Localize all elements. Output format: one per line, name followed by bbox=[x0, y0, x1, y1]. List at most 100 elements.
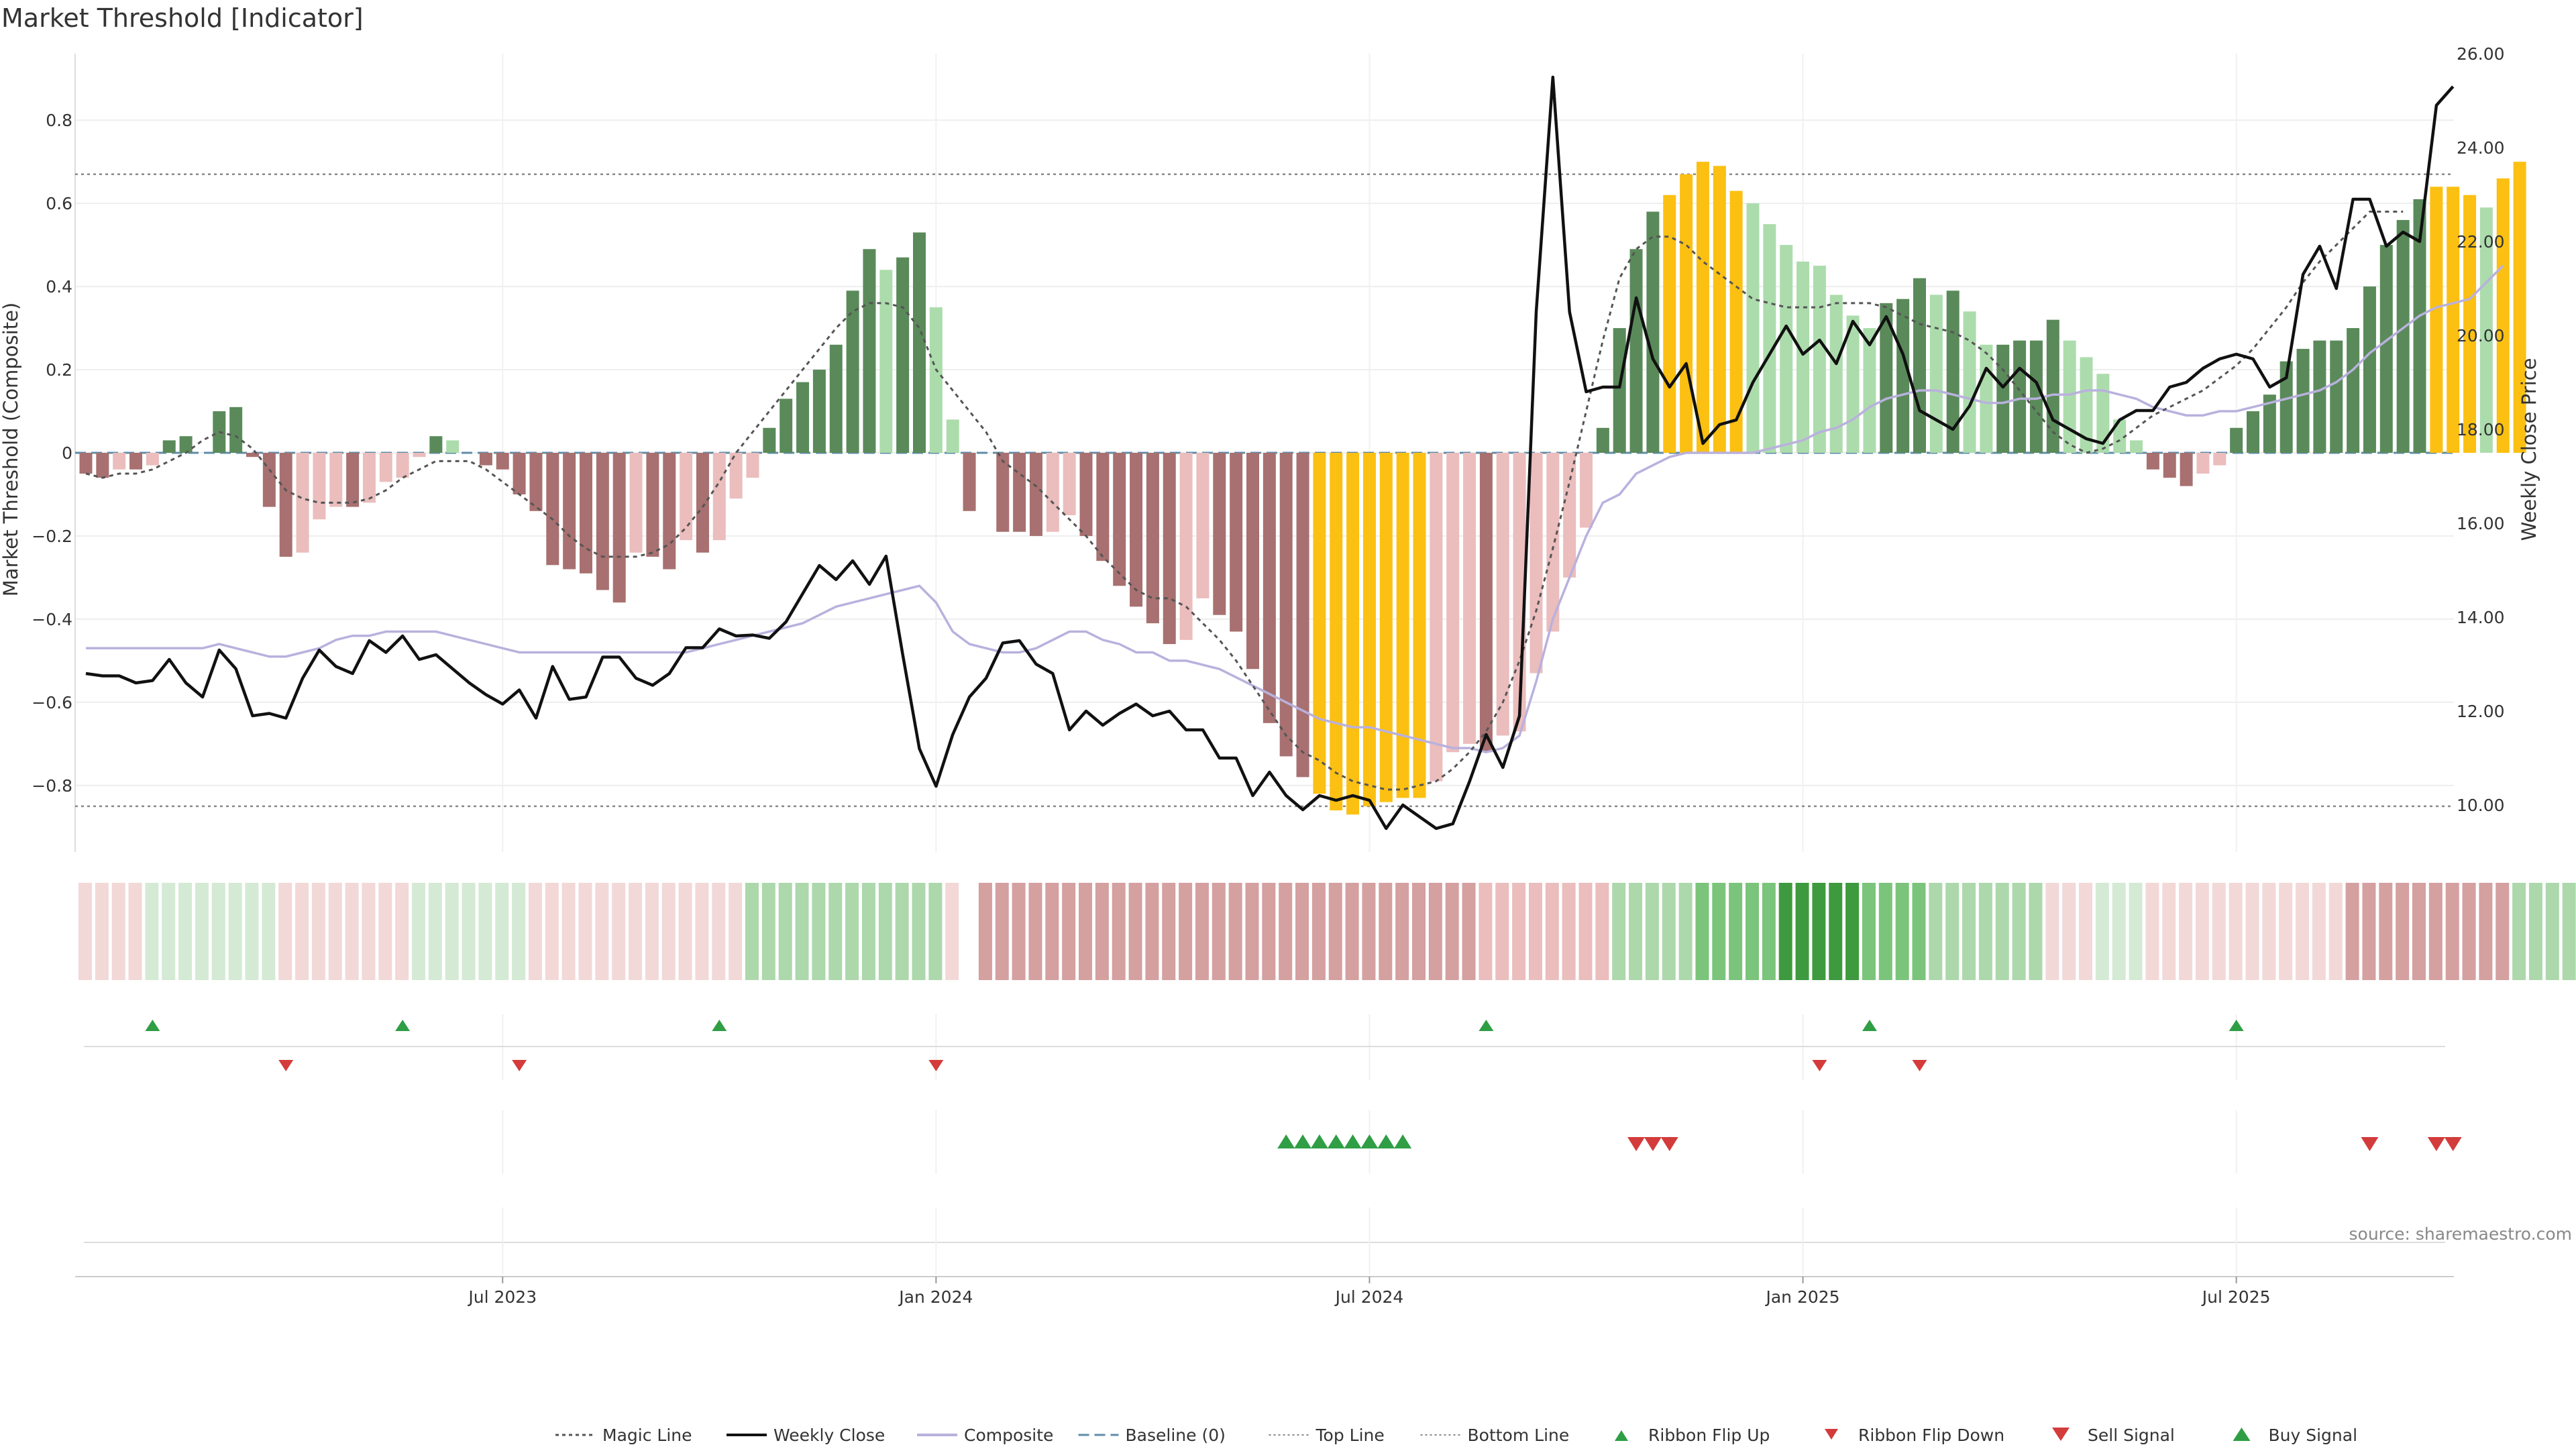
trend-ribbon bbox=[78, 883, 2576, 980]
buy-signal-marker bbox=[1377, 1134, 1395, 1148]
ribbon-cell bbox=[861, 883, 875, 980]
composite-bar bbox=[563, 453, 576, 570]
legend-item: Ribbon Flip Up bbox=[1615, 1426, 1770, 1445]
x-tick-label: Jan 2025 bbox=[1764, 1287, 1839, 1307]
composite-bar bbox=[1829, 294, 1843, 453]
ribbon-cell bbox=[578, 883, 592, 980]
right-tick-label: 18.00 bbox=[2457, 420, 2505, 439]
sell-signal-marker bbox=[1644, 1137, 1662, 1151]
sell-signal-marker bbox=[1660, 1137, 1678, 1151]
ribbon-cell bbox=[1479, 883, 1493, 980]
composite-bar bbox=[513, 453, 526, 494]
ribbon-cell bbox=[1095, 883, 1109, 980]
ribbon-cell bbox=[1962, 883, 1976, 980]
composite-bar bbox=[1396, 453, 1409, 798]
left-tick-label: 0.2 bbox=[46, 360, 72, 380]
right-tick-label: 24.00 bbox=[2457, 138, 2505, 158]
ribbon-cell bbox=[2512, 883, 2526, 980]
ribbon-cell bbox=[1562, 883, 1576, 980]
composite-bar bbox=[2096, 374, 2110, 453]
composite-bar bbox=[1146, 453, 1159, 624]
legend-label: Ribbon Flip Down bbox=[1858, 1426, 2004, 1445]
ribbon-cell bbox=[1512, 883, 1526, 980]
composite-bar bbox=[1496, 453, 1509, 736]
composite-bar bbox=[2063, 340, 2076, 453]
buy-signal-marker bbox=[1360, 1134, 1379, 1148]
composite-bar bbox=[1063, 453, 1076, 515]
chart-title: Market Threshold [Indicator] bbox=[1, 3, 364, 33]
composite-bar bbox=[2113, 419, 2127, 453]
legend: Magic Line Weekly Close Composite Baseline … bbox=[555, 1426, 2357, 1445]
composite-bar bbox=[546, 453, 559, 566]
ribbon-cell bbox=[2129, 883, 2143, 980]
composite-bar bbox=[379, 453, 392, 482]
sell-signal-marker bbox=[2427, 1137, 2445, 1151]
ribbon-cell bbox=[995, 883, 1009, 980]
ribbon-cell bbox=[1412, 883, 1426, 980]
legend-swatch-flip-up bbox=[1615, 1430, 1628, 1441]
composite-bar bbox=[1929, 294, 1943, 453]
ribbon-cell bbox=[761, 883, 775, 980]
composite-bar bbox=[863, 249, 876, 453]
composite-bar bbox=[1580, 453, 1593, 528]
ribbon-cell bbox=[162, 883, 176, 980]
ribbon-cell bbox=[311, 883, 325, 980]
legend-label: Baseline (0) bbox=[1126, 1426, 1226, 1445]
ribbon-flip-up-marker bbox=[395, 1020, 411, 1031]
composite-bar bbox=[79, 453, 93, 474]
x-tick-label: Jul 2023 bbox=[467, 1287, 537, 1307]
ribbon-cell bbox=[712, 883, 726, 980]
sell-signal-marker bbox=[2361, 1137, 2379, 1151]
legend-label: Sell Signal bbox=[2088, 1426, 2175, 1445]
ribbon-cell bbox=[1978, 883, 1992, 980]
composite-bar bbox=[113, 453, 126, 470]
composite-bar bbox=[680, 453, 693, 541]
composite-bar bbox=[362, 453, 376, 503]
composite-bar bbox=[580, 453, 592, 574]
composite-bar bbox=[829, 344, 843, 453]
ribbon-flip-down-marker bbox=[1812, 1060, 1827, 1071]
composite-bars bbox=[79, 162, 2526, 815]
composite-bar bbox=[729, 453, 743, 499]
x-tick-label: Jul 2024 bbox=[1334, 1287, 1404, 1307]
composite-bar bbox=[1980, 344, 1993, 453]
ribbon-cell bbox=[1895, 883, 1909, 980]
ribbon-cell bbox=[2195, 883, 2209, 980]
ribbon-cell bbox=[1645, 883, 1659, 980]
ribbon-cell bbox=[528, 883, 542, 980]
buy-signal-marker bbox=[1344, 1134, 1362, 1148]
composite-bar bbox=[496, 453, 509, 470]
composite-bar bbox=[946, 419, 959, 453]
ribbon-cell bbox=[1428, 883, 1442, 980]
ribbon-flip-down-marker bbox=[928, 1060, 944, 1071]
buy-signal-marker bbox=[1394, 1134, 1412, 1148]
composite-bar bbox=[2046, 319, 2059, 453]
ribbon-cell bbox=[1862, 883, 1876, 980]
ribbon-cell bbox=[512, 883, 526, 980]
legend-item: Baseline (0) bbox=[1078, 1426, 1226, 1445]
left-y-ticks: 0.8 0.6 0.4 0.2 0 −0.2 −0.4 −0.6 −0.8 bbox=[32, 111, 72, 796]
ribbon-cell bbox=[978, 883, 992, 980]
ribbon-cell bbox=[328, 883, 342, 980]
composite-bar bbox=[1246, 453, 1259, 669]
left-tick-label: −0.4 bbox=[32, 610, 72, 629]
composite-bar bbox=[796, 382, 810, 453]
ribbon-cell bbox=[362, 883, 376, 980]
ribbon-cell bbox=[1746, 883, 1759, 980]
ribbon-flip-up-marker bbox=[2229, 1020, 2244, 1031]
ribbon-cell bbox=[278, 883, 292, 980]
ribbon-cell bbox=[1245, 883, 1259, 980]
composite-bar bbox=[162, 440, 176, 453]
ribbon-cell bbox=[1678, 883, 1693, 980]
x-axis: Jul 2023 Jan 2024 Jul 2024 Jan 2025 Jul 2025 bbox=[75, 1276, 2454, 1307]
composite-bar bbox=[1230, 453, 1243, 632]
legend-label: Bottom Line bbox=[1468, 1426, 1570, 1445]
composite-bar bbox=[1780, 245, 1793, 453]
ribbon-flip-down-marker bbox=[1912, 1060, 1927, 1071]
composite-bar bbox=[712, 453, 726, 541]
ribbon-cell bbox=[1062, 883, 1076, 980]
ribbon-cell bbox=[478, 883, 492, 980]
composite-bar bbox=[2230, 427, 2243, 453]
ribbon-cell bbox=[2562, 883, 2576, 980]
ribbon-cell bbox=[2162, 883, 2176, 980]
